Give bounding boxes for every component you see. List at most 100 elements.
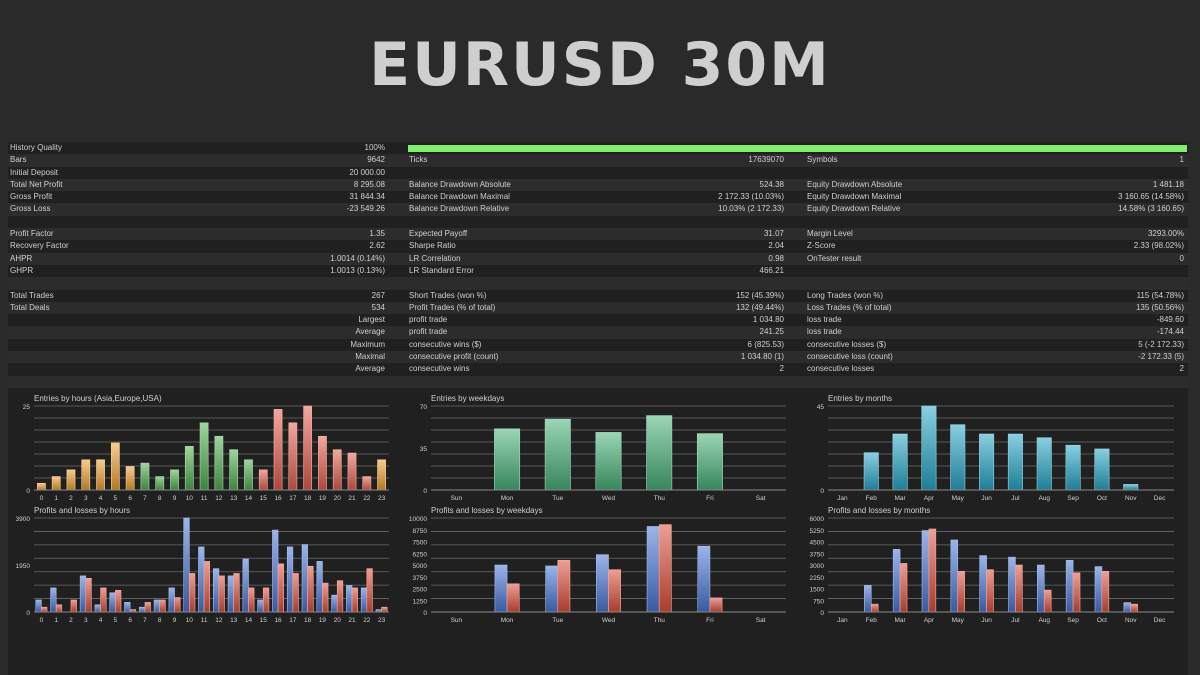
profit-bar [1065, 559, 1074, 613]
profit-bar [494, 564, 508, 613]
x-tick-label: 2 [69, 617, 73, 624]
x-tick-label: Fri [706, 495, 714, 502]
x-tick-label: Jan [837, 617, 848, 624]
x-tick-label: 22 [363, 495, 371, 502]
bottom-strip [8, 627, 1188, 675]
metric-label: Short Trades (won %) [409, 290, 487, 300]
hours-entries-chart-svg: Entries by hours (Asia,Europe,USA)2500 1 2… [23, 394, 389, 502]
x-tick-label: 23 [378, 617, 386, 624]
x-tick-label: 12 [215, 617, 223, 624]
x-tick-label: Sep [1067, 495, 1079, 502]
metric-label: GHPR [10, 265, 34, 275]
bar [646, 415, 673, 491]
loss-bar [986, 569, 994, 613]
metric-label: Symbols [807, 155, 838, 165]
metric-value: 2 172.33 (10.03%) [718, 192, 784, 202]
metric-value: -23 549.26 [346, 204, 385, 214]
metric-value: 1 034.80 [752, 315, 784, 325]
x-tick-label: Jun [981, 617, 992, 624]
x-tick-label: Feb [866, 495, 878, 502]
loss-bar [870, 603, 879, 613]
metric-value: 1 [1179, 155, 1184, 165]
x-tick-label: 11 [201, 495, 208, 502]
loss-bar [928, 528, 937, 613]
profit-bar [227, 575, 234, 613]
loss-bar [322, 582, 329, 613]
report-row: Maximal consecutive profit (count) 1 034.8… [8, 351, 1188, 364]
metric-label: consecutive loss (count) [807, 352, 893, 362]
profit-bar [242, 558, 249, 613]
report-row: Total Net Profit 8 295.08 Balance Drawdown… [8, 178, 1188, 192]
y-tick-label: 3750 [810, 551, 825, 558]
x-tick-label: Apr [924, 617, 935, 624]
loss-bar [100, 587, 107, 613]
x-tick-label: 17 [289, 617, 297, 624]
metric-value: 241.25 [759, 327, 784, 337]
metric-label: Balance Drawdown Relative [409, 204, 510, 214]
bar [170, 469, 179, 491]
metric-label: Margin Level [807, 229, 853, 239]
x-tick-label: Jun [981, 495, 992, 502]
x-tick-label: Sun [451, 495, 463, 502]
chart-title: Profits and losses by months [828, 506, 930, 515]
bar [37, 482, 46, 491]
x-tick-label: Mar [894, 617, 906, 624]
x-tick-label: Nov [1125, 617, 1137, 624]
y-tick-label: 3900 [16, 516, 31, 523]
y-tick-label: 0 [26, 610, 30, 617]
profit-bar [139, 606, 146, 613]
x-tick-label: Oct [1097, 495, 1107, 502]
report-row: Initial Deposit 20 000.00 [8, 167, 1188, 179]
loss-bar [218, 575, 225, 613]
loss-bar [203, 561, 211, 613]
y-tick-label: 45 [817, 404, 825, 411]
profit-bar [596, 554, 609, 613]
y-tick-label: 4500 [810, 540, 825, 547]
metric-label: loss trade [807, 327, 842, 337]
x-tick-label: 18 [304, 617, 312, 624]
profit-bar [153, 599, 161, 613]
loss-bar [381, 606, 388, 613]
metric-label: Bars [10, 155, 27, 165]
metric-label: Z-Score [807, 241, 836, 251]
bar [892, 433, 908, 491]
report-row: Total Deals 534 Profit Trades (% of total)… [8, 301, 1188, 315]
bar [1007, 433, 1023, 491]
metric-value: 534 [371, 302, 385, 312]
x-tick-label: 16 [274, 495, 282, 502]
y-tick-label: 750 [813, 598, 824, 605]
metric-label: Recovery Factor [10, 241, 69, 251]
metric-value: 524.38 [759, 179, 784, 189]
y-tick-label: 25 [23, 404, 31, 411]
x-tick-label: Mon [501, 617, 514, 624]
bar [303, 405, 313, 491]
x-tick-label: 22 [363, 617, 371, 624]
x-tick-label: Fri [706, 617, 714, 624]
report-row: History Quality 100% [8, 142, 1188, 154]
metric-value: 8 295.08 [353, 179, 385, 189]
metric-label: consecutive losses ($) [807, 339, 887, 349]
x-tick-label: May [952, 495, 965, 502]
loss-bar [658, 524, 672, 613]
metric-value: 0.98 [768, 253, 784, 263]
x-tick-label: Jul [1011, 495, 1020, 502]
report-row: Gross Profit 31 844.34 Balance Drawdown Ma… [8, 191, 1188, 203]
profit-bar [697, 545, 711, 613]
y-tick-label: 70 [420, 404, 428, 411]
loss-bar [366, 568, 373, 613]
y-tick-label: 1950 [16, 563, 31, 570]
loss-bar [1043, 589, 1052, 613]
x-tick-label: Nov [1125, 495, 1137, 502]
x-tick-label: 9 [173, 617, 177, 624]
bar [332, 449, 342, 491]
profit-bar [50, 587, 57, 613]
loss-bar [55, 604, 63, 613]
chart-title: Entries by months [828, 394, 892, 403]
y-tick-label: 1500 [810, 587, 825, 594]
x-tick-label: 1 [54, 617, 58, 624]
x-tick-label: Wed [602, 617, 616, 624]
metric-value: 9642 [367, 155, 385, 165]
x-tick-label: Apr [924, 495, 935, 502]
loss-bar [85, 577, 92, 613]
metric-value: 152 (45.39%) [735, 290, 784, 300]
